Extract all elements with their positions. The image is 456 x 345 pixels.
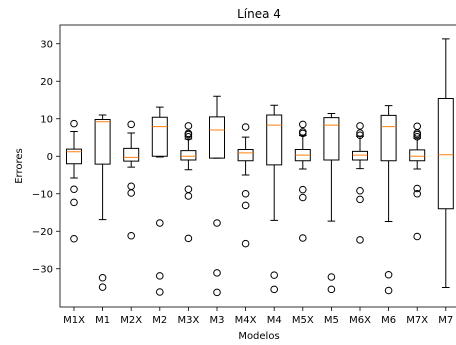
flier-point bbox=[213, 269, 221, 277]
flier-point bbox=[127, 189, 135, 197]
x-axis-label: Modelos bbox=[238, 331, 279, 342]
box bbox=[323, 117, 340, 161]
box bbox=[237, 149, 254, 162]
flier-point bbox=[70, 234, 78, 243]
flier-point bbox=[241, 123, 250, 131]
flier-point bbox=[70, 185, 78, 194]
x-tick-label: M1 bbox=[95, 315, 110, 326]
flier-point bbox=[184, 185, 193, 194]
box bbox=[409, 149, 426, 162]
x-tick-label: M6 bbox=[381, 315, 396, 326]
flier-point bbox=[327, 273, 336, 281]
flier-point bbox=[270, 285, 279, 294]
flier-point bbox=[413, 132, 422, 141]
flier-point bbox=[184, 122, 193, 130]
flier-point bbox=[213, 219, 221, 227]
flier-point bbox=[241, 189, 250, 198]
box bbox=[209, 116, 225, 159]
flier-point bbox=[299, 120, 307, 129]
flier-point bbox=[156, 272, 164, 280]
flier-point bbox=[356, 131, 364, 140]
flier-point bbox=[213, 288, 221, 297]
y-tick-label: 10 bbox=[40, 114, 53, 125]
x-tick-label: M6X bbox=[349, 315, 371, 326]
flier-point bbox=[241, 201, 250, 210]
x-tick-label: M7 bbox=[438, 315, 453, 326]
box bbox=[380, 114, 397, 162]
flier-point bbox=[127, 182, 135, 191]
y-axis-label: Errores bbox=[14, 148, 25, 184]
box bbox=[151, 116, 168, 157]
flier-point bbox=[413, 232, 422, 241]
flier-point bbox=[156, 219, 164, 227]
box bbox=[66, 148, 82, 165]
y-tick-label: −20 bbox=[32, 227, 53, 238]
flier-point bbox=[413, 122, 422, 131]
x-tick-label: M5 bbox=[324, 315, 339, 326]
flier-point bbox=[356, 122, 364, 130]
flier-point bbox=[384, 270, 393, 279]
x-tick-label: M1X bbox=[63, 315, 85, 326]
x-tick-label: M4 bbox=[267, 315, 282, 326]
flier-point bbox=[98, 283, 107, 291]
y-tick-label: −10 bbox=[32, 189, 53, 200]
x-tick-label: M7X bbox=[406, 315, 428, 326]
flier-point bbox=[413, 189, 422, 198]
flier-point bbox=[299, 128, 307, 136]
x-tick-label: M2 bbox=[152, 315, 167, 326]
flier-point bbox=[70, 119, 78, 128]
y-tick-label: 30 bbox=[40, 39, 53, 50]
flier-point bbox=[241, 239, 250, 248]
flier-point bbox=[184, 132, 193, 141]
flier-point bbox=[356, 195, 364, 204]
flier-point bbox=[127, 120, 135, 129]
flier-point bbox=[413, 184, 422, 193]
box bbox=[352, 150, 368, 161]
flier-point bbox=[299, 185, 307, 194]
flier-point bbox=[384, 286, 393, 295]
plot-frame bbox=[59, 24, 456, 308]
x-tick-label: M3 bbox=[210, 315, 225, 326]
box bbox=[123, 147, 140, 162]
flier-point bbox=[270, 271, 279, 279]
x-tick-label: M5X bbox=[292, 315, 314, 326]
box bbox=[437, 98, 454, 210]
flier-point bbox=[98, 273, 107, 282]
box bbox=[266, 114, 283, 166]
flier-point bbox=[299, 193, 307, 202]
flier-point bbox=[327, 285, 336, 294]
flier-point bbox=[70, 198, 78, 207]
flier-point bbox=[184, 192, 193, 200]
chart-title: Línea 4 bbox=[237, 7, 281, 21]
flier-point bbox=[184, 234, 193, 243]
flier-point bbox=[356, 186, 364, 195]
flier-point bbox=[356, 236, 364, 244]
flier-point bbox=[184, 129, 193, 138]
box bbox=[180, 150, 197, 161]
flier-point bbox=[156, 288, 164, 296]
flier-point bbox=[127, 231, 135, 240]
y-tick-label: 20 bbox=[40, 77, 53, 88]
flier-point bbox=[356, 129, 364, 137]
x-tick-label: M2X bbox=[120, 315, 142, 326]
y-tick-label: −30 bbox=[32, 264, 53, 275]
x-tick-label: M3X bbox=[177, 315, 199, 326]
flier-point bbox=[299, 234, 307, 242]
box bbox=[94, 119, 111, 165]
x-tick-label: M4X bbox=[235, 315, 257, 326]
y-tick-label: 0 bbox=[47, 152, 53, 163]
